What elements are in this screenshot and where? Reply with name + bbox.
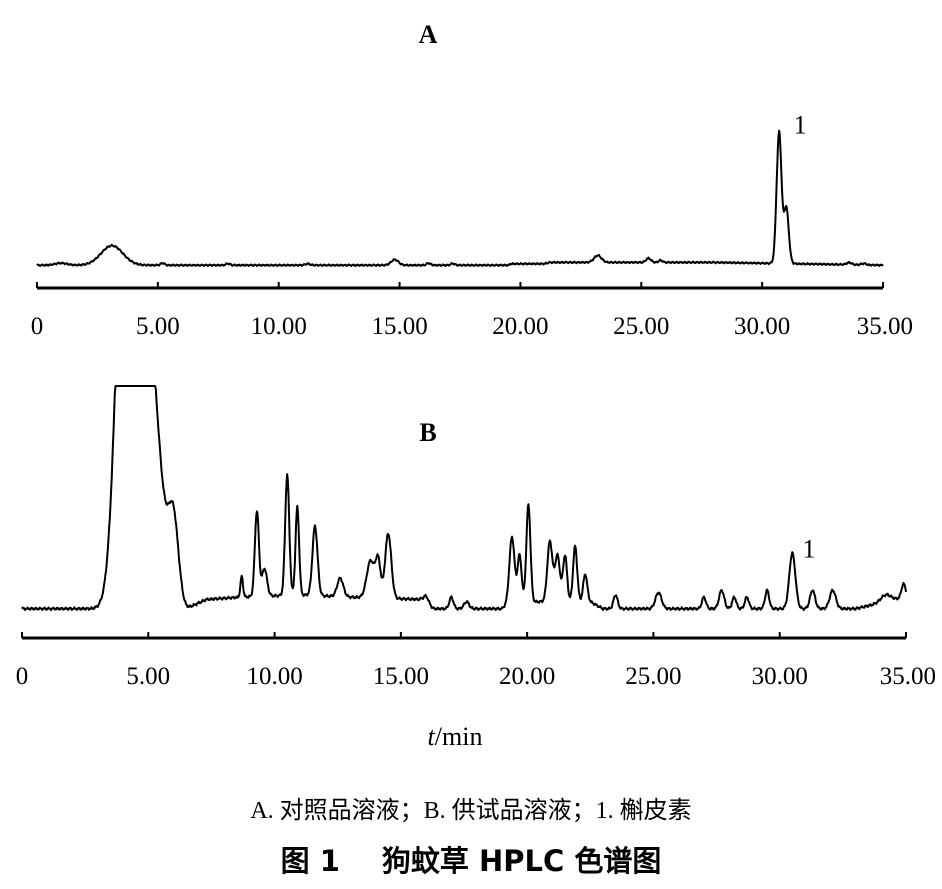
panel-b-label: B xyxy=(419,418,436,447)
x-tick-label-a: 35.00 xyxy=(857,313,913,340)
panel-b: B 0 5.00 10.00 15.00 20.00 25.00 30.00 35.00 1 … xyxy=(16,385,936,751)
x-tick-label-b: 5.00 xyxy=(126,663,170,690)
x-tick-label-a: 30.00 xyxy=(734,313,790,340)
x-tick-label-a: 15.00 xyxy=(371,313,427,340)
legend-caption: A. 对照品溶液；B. 供试品溶液；1. 槲皮素 xyxy=(250,798,692,824)
figure-title: 狗蚊草 HPLC 色谱图 xyxy=(381,844,662,878)
chromatogram-trace-a xyxy=(36,129,884,267)
peak-1-label-b: 1 xyxy=(802,535,815,564)
x-tick-label-b: 25.00 xyxy=(625,663,681,690)
x-axis-ticks-a: 0 5.00 10.00 15.00 20.00 25.00 30.00 35.00 xyxy=(31,282,913,340)
figure-caption: 图 1 狗蚊草 HPLC 色谱图 xyxy=(0,838,942,880)
x-tick-label-a: 10.00 xyxy=(251,313,307,340)
peak-1-label-a: 1 xyxy=(794,111,807,140)
chromatogram-trace-b xyxy=(21,385,907,612)
x-tick-label-a: 20.00 xyxy=(492,313,548,340)
x-tick-label-b: 35.00 xyxy=(880,663,936,690)
x-tick-label-a: 5.00 xyxy=(136,313,180,340)
x-tick-label-b: 0 xyxy=(16,663,29,690)
panel-a: A 0 5.00 10.00 15.00 20.00 25.00 30.00 35.00 1 xyxy=(31,20,913,340)
x-axis-title-unit: /min xyxy=(435,722,483,751)
x-tick-label-a: 25.00 xyxy=(613,313,669,340)
x-tick-label-b: 20.00 xyxy=(499,663,555,690)
figure-number: 图 1 xyxy=(280,844,340,878)
x-axis-title-var: t xyxy=(428,722,436,751)
x-tick-label-b: 15.00 xyxy=(373,663,429,690)
x-axis-title: t/min xyxy=(428,722,483,751)
x-tick-label-b: 30.00 xyxy=(752,663,808,690)
x-axis-ticks-b: 0 5.00 10.00 15.00 20.00 25.00 30.00 35.00 xyxy=(16,632,936,690)
panel-a-label: A xyxy=(419,20,438,49)
x-tick-label-b: 10.00 xyxy=(246,663,302,690)
x-tick-label-a: 0 xyxy=(31,313,44,340)
